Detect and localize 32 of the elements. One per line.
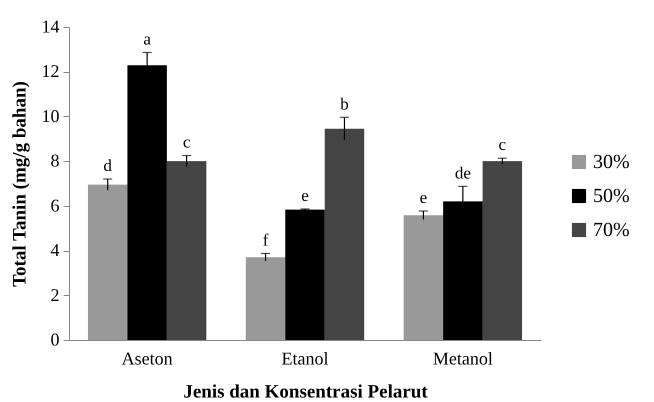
data-label: f (262, 230, 269, 250)
y-axis-title: Total Tanin (mg/g bahan) (10, 81, 30, 287)
x-tick-label: Aseton (122, 348, 173, 368)
y-tick-label: 8 (50, 150, 60, 171)
x-tick-label: Etanol (282, 348, 328, 368)
data-label: c (182, 132, 191, 152)
y-tick-label: 0 (50, 330, 60, 350)
bar (88, 184, 128, 340)
data-label: de (454, 163, 471, 182)
x-axis-title: Jenis dan Konsentrasi Pelarut (183, 382, 428, 402)
y-tick-label: 4 (50, 240, 60, 260)
bar (482, 161, 522, 340)
data-label: e (420, 188, 428, 207)
y-tick-label: 12 (42, 61, 60, 82)
data-label: e (301, 186, 309, 205)
bar (285, 210, 325, 340)
data-label: b (340, 94, 349, 114)
y-tick-label: 10 (42, 106, 60, 126)
bar (166, 161, 206, 340)
bar (324, 128, 364, 340)
data-label: d (103, 156, 112, 176)
bar (246, 257, 286, 340)
x-tick-label: Metanol (432, 348, 493, 368)
data-label: a (143, 29, 152, 48)
legend-label: 30% (593, 151, 630, 173)
y-tick-label: 14 (42, 16, 60, 36)
bar (404, 215, 444, 340)
data-label: c (498, 135, 507, 154)
y-tick-label: 2 (50, 284, 60, 305)
y-tick-label: 6 (50, 195, 60, 216)
legend-label: 70% (593, 219, 630, 241)
legend-label: 50% (593, 185, 630, 207)
